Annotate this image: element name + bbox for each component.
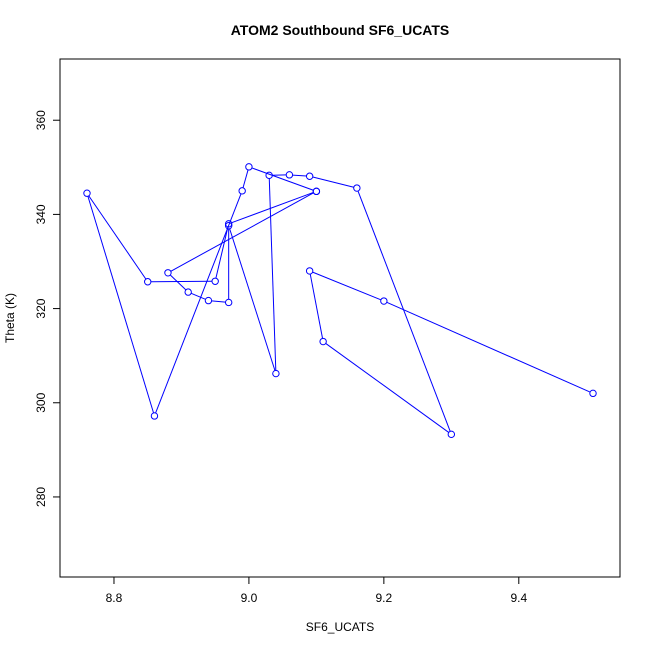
- x-tick-label: 9.2: [376, 591, 393, 605]
- y-tick-label: 340: [34, 204, 48, 224]
- x-tick-label: 8.8: [106, 591, 123, 605]
- y-tick-label: 280: [34, 487, 48, 507]
- x-tick-label: 9.4: [510, 591, 527, 605]
- y-tick-label: 320: [34, 298, 48, 318]
- chart-title: ATOM2 Southbound SF6_UCATS: [231, 22, 450, 38]
- y-tick-label: 360: [34, 110, 48, 130]
- y-tick-label: 300: [34, 392, 48, 412]
- x-axis-label: SF6_UCATS: [306, 620, 374, 634]
- x-tick-label: 9.0: [241, 591, 258, 605]
- y-axis-label: Theta (K): [3, 293, 17, 343]
